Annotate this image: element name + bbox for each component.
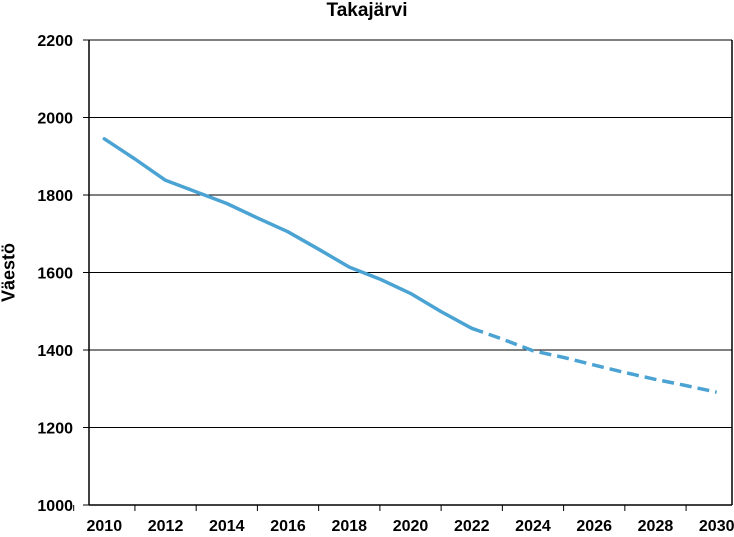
x-tick-label: 2020	[393, 518, 429, 535]
y-tick-label: 2000	[37, 111, 73, 128]
x-tick-label: 2010	[87, 518, 123, 535]
tick-labels: 1000 1200 1400 1600 1800 2000 2200 2010 2012 2014…	[37, 33, 734, 535]
x-tick-label: 2012	[148, 518, 184, 535]
y-tick-label: 1000	[37, 498, 73, 515]
x-tick-label: 2028	[638, 518, 674, 535]
x-tick-label: 2026	[576, 518, 612, 535]
y-tick-label: 1200	[37, 421, 73, 438]
grid-lines	[89, 39, 732, 428]
x-tick-label: 2018	[331, 518, 367, 535]
x-tick-label: 2014	[209, 518, 245, 535]
x-tick-label: 2016	[270, 518, 306, 535]
x-tick-label: 2024	[515, 518, 551, 535]
y-tick-label: 2200	[37, 33, 73, 50]
x-tick-label: 2022	[454, 518, 490, 535]
y-tick-label: 1800	[37, 188, 73, 205]
chart-title: Takajärvi	[326, 0, 408, 21]
x-tick-label: 2030	[699, 518, 734, 535]
y-tick-label: 1400	[37, 343, 73, 360]
series-lines	[102, 137, 718, 394]
series-line-dashed	[471, 326, 718, 394]
y-tick-label: 1600	[37, 266, 73, 283]
axes	[73, 39, 733, 511]
series-line-solid	[102, 137, 474, 331]
